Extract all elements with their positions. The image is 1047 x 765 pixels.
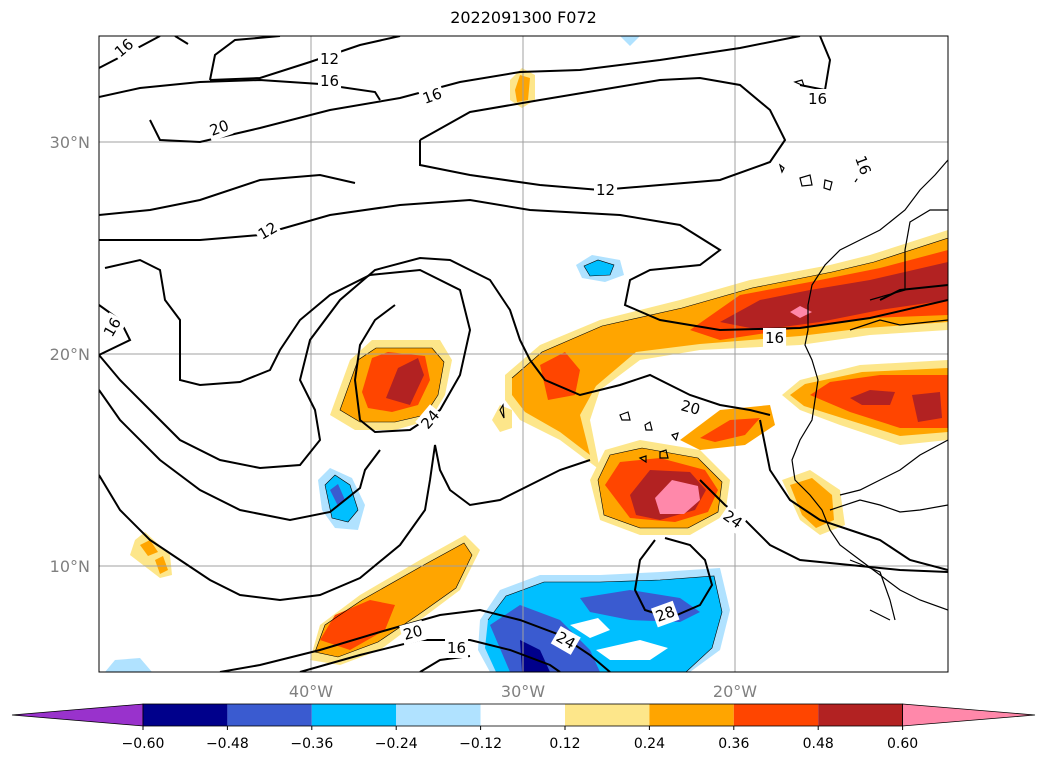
lon-label-20w: 20°W (713, 682, 757, 701)
contour-label: 12 (320, 50, 339, 68)
contour-label: 16 (320, 72, 339, 90)
colorbar: −0.60 −0.48 −0.36 −0.24 −0.12 0.12 0.24 0.36 0.4… (11, 703, 1036, 752)
colorbar-bin (227, 704, 312, 726)
map-title: 2022091300 F072 (450, 8, 597, 27)
contour-label: 28 (653, 602, 677, 625)
contour-label: 20 (207, 116, 231, 139)
colorbar-tick-label: −0.12 (459, 736, 502, 752)
lat-label-10n: 10°N (50, 557, 90, 576)
map-frame (98, 35, 949, 673)
lat-label-20n: 20°N (50, 345, 90, 364)
coastlines (499, 79, 948, 621)
map-panel[interactable]: 16 12 16 16 20 16 12 12 16 16 16 24 20 2… (98, 33, 948, 672)
colorbar-extend-low (11, 703, 144, 727)
colorbar-bin (396, 704, 481, 726)
colorbar-tick-label: 0.24 (634, 736, 665, 752)
colorbar-bin (733, 704, 819, 726)
colorbar-bin (649, 704, 734, 726)
colorbar-tick-label: −0.48 (206, 736, 249, 752)
colorbar-tick-label: 0.48 (803, 736, 834, 752)
colorbar-tick-label: 0.60 (887, 736, 918, 752)
colorbar-tick-label: 0.12 (549, 736, 580, 752)
contour-label: 16 (447, 639, 466, 657)
lat-label-30n: 30°N (50, 133, 90, 152)
colorbar-bin (143, 704, 228, 726)
contour-label: 16 (808, 90, 827, 108)
colorbar-frame (142, 703, 903, 727)
contour-label: 16 (851, 153, 874, 177)
colorbar-extend-high (902, 703, 1036, 727)
lon-label-40w: 40°W (289, 682, 333, 701)
contour-label: 12 (596, 181, 615, 199)
longitude-labels: 40°W 30°W 20°W (289, 682, 757, 701)
colorbar-tick-label: −0.24 (375, 736, 418, 752)
colorbar-bin (565, 704, 650, 726)
colorbar-tick-label: −0.60 (122, 736, 165, 752)
contour-label: 20 (679, 396, 702, 418)
colorbar-tick-label: −0.36 (290, 736, 333, 752)
colorbar-bin (480, 704, 565, 726)
latitude-labels: 30°N 20°N 10°N (50, 133, 90, 576)
contour-label: 20 (401, 622, 424, 644)
colorbar-tick-label: 0.36 (718, 736, 749, 752)
contour-label: 16 (765, 329, 784, 347)
colorbar-bin (818, 704, 903, 726)
anomaly-shading (105, 36, 948, 672)
colorbar-bin (311, 704, 397, 726)
contour-label: 16 (420, 84, 444, 107)
lon-label-30w: 30°W (501, 682, 545, 701)
graticule (99, 36, 948, 672)
